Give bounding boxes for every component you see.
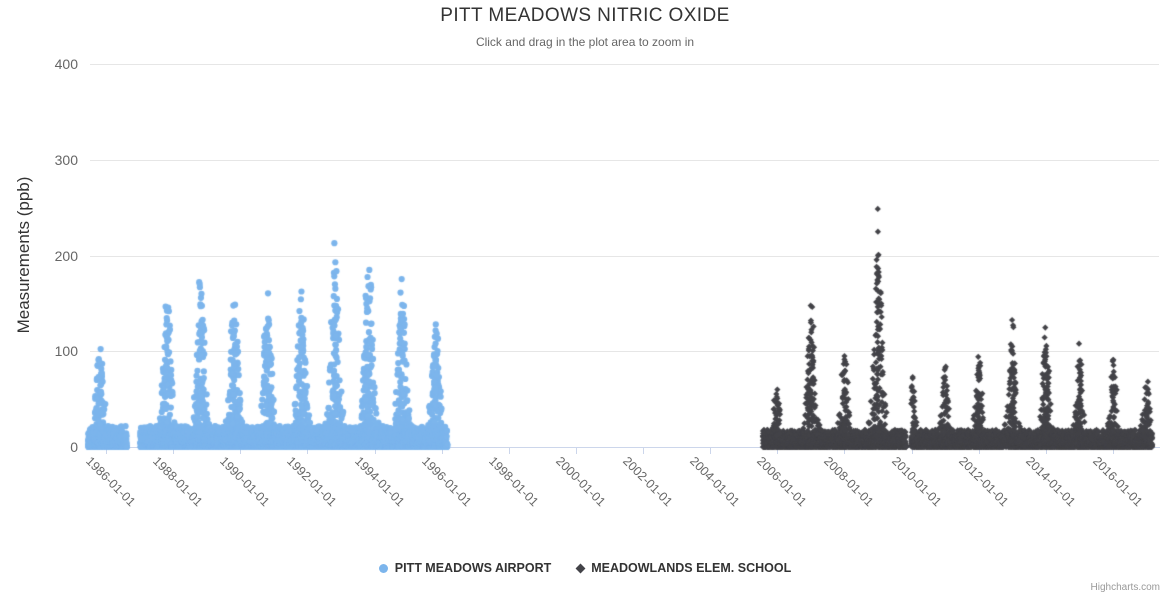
legend: PITT MEADOWS AIRPORT MEADOWLANDS ELEM. S…: [0, 561, 1170, 575]
highcharts-credit[interactable]: Highcharts.com: [1090, 582, 1160, 593]
legend-label: MEADOWLANDS ELEM. SCHOOL: [591, 561, 792, 575]
legend-item-meadowlands-elem-school[interactable]: MEADOWLANDS ELEM. SCHOOL: [575, 561, 792, 575]
legend-label: PITT MEADOWS AIRPORT: [394, 561, 552, 575]
legend-item-pitt-meadows-airport[interactable]: PITT MEADOWS AIRPORT: [378, 561, 552, 575]
legend-marker-diamond-icon: [575, 563, 586, 573]
legend-marker-circle-icon: [378, 563, 388, 573]
